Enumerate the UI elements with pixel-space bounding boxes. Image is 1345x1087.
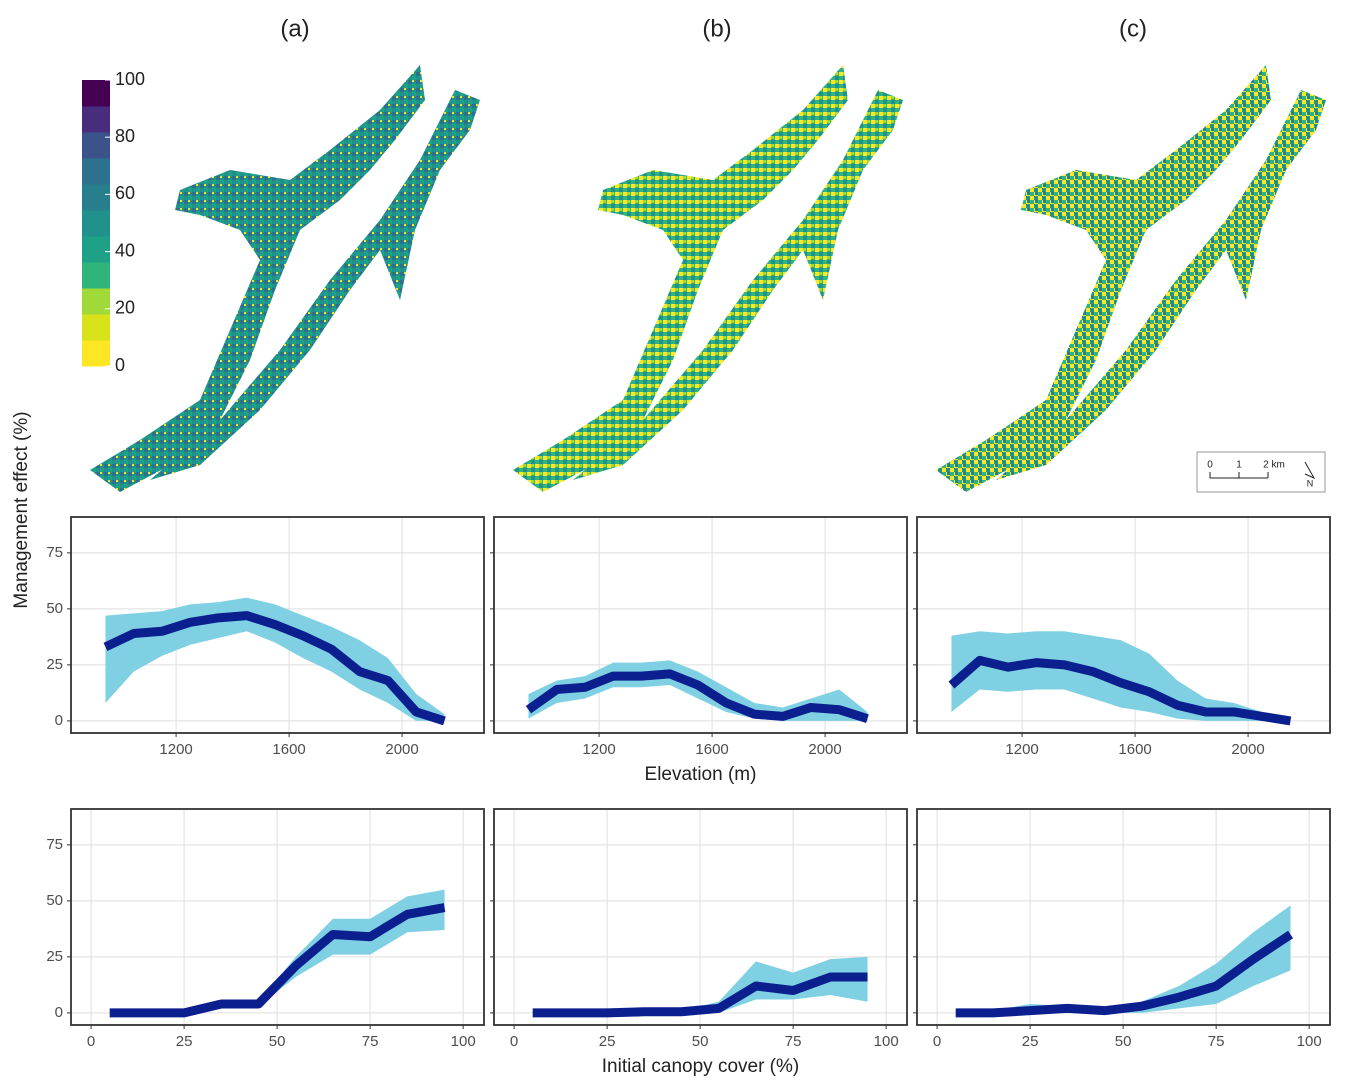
x-tick-label: 100 <box>874 1033 899 1050</box>
scale-bar: 0 1 2 km N <box>1196 451 1326 493</box>
scale-label: 1 <box>1236 460 1242 471</box>
panel-label: (a) <box>280 15 309 42</box>
y-tick-label: 0 <box>55 1004 63 1021</box>
x-tick-label: 75 <box>1208 1033 1225 1050</box>
colorbar-swatch <box>82 184 110 211</box>
trend-line <box>109 903 446 1018</box>
scale-label: 2 km <box>1263 460 1285 471</box>
colorbar-swatch <box>82 314 110 341</box>
trend-line <box>955 930 1294 1018</box>
x-tick-label: 25 <box>1022 1033 1039 1050</box>
map <box>936 65 1326 492</box>
x-tick-label: 1200 <box>1005 741 1038 758</box>
colorbar-swatch <box>82 158 110 185</box>
colorbar-tick-label: 0 <box>115 355 125 375</box>
confidence-band <box>532 956 868 1013</box>
y-tick-label: 50 <box>46 600 63 617</box>
confidence-band <box>951 631 1291 721</box>
x-axis-label: Initial canopy cover (%) <box>602 1056 799 1077</box>
confidence-band <box>105 597 445 721</box>
x-tick-label: 2000 <box>385 741 418 758</box>
x-tick-label: 50 <box>1115 1033 1132 1050</box>
map <box>90 65 480 492</box>
colorbar-swatch <box>82 210 110 237</box>
x-tick-label: 25 <box>176 1033 193 1050</box>
y-tick-label: 25 <box>46 948 63 965</box>
trend-line <box>525 669 869 723</box>
x-tick-label: 100 <box>1297 1033 1322 1050</box>
colorbar-tick-label: 100 <box>115 69 145 89</box>
plot-border <box>916 516 1331 734</box>
scale-label: 0 <box>1207 460 1213 471</box>
colorbar-tick-label: 40 <box>115 240 135 260</box>
x-tick-label: 50 <box>269 1033 286 1050</box>
colorbar-tick-label: 80 <box>115 126 135 146</box>
x-tick-label: 50 <box>692 1033 709 1050</box>
x-tick-label: 2000 <box>1231 741 1264 758</box>
colorbar-swatch <box>82 80 110 107</box>
y-tick-label: 0 <box>55 712 63 729</box>
trend-line <box>103 611 446 726</box>
confidence-band <box>109 889 445 1013</box>
y-tick-label: 75 <box>46 836 63 853</box>
x-tick-label: 1600 <box>1118 741 1151 758</box>
x-tick-label: 100 <box>451 1033 476 1050</box>
colorbar-tick-label: 60 <box>115 183 135 203</box>
y-tick-label: 75 <box>46 544 63 561</box>
plot-border <box>70 808 485 1026</box>
north-label: N <box>1307 478 1314 488</box>
plot-border <box>70 516 485 734</box>
plot-border <box>493 808 908 1026</box>
y-axis-label: Management effect (%) <box>11 411 32 608</box>
colorbar-swatch <box>82 106 110 133</box>
plot-border <box>493 516 908 734</box>
colorbar-swatch <box>82 288 110 315</box>
x-tick-label: 75 <box>362 1033 379 1050</box>
x-tick-label: 0 <box>510 1033 518 1050</box>
x-tick-label: 1600 <box>272 741 305 758</box>
x-tick-label: 1200 <box>582 741 615 758</box>
panel-label: (b) <box>702 15 731 42</box>
colorbar-swatch <box>82 132 110 159</box>
x-tick-label: 1600 <box>695 741 728 758</box>
x-tick-label: 25 <box>599 1033 616 1050</box>
trend-line <box>948 655 1292 726</box>
colorbar-tick-label: 20 <box>115 298 135 318</box>
x-tick-label: 1200 <box>159 741 192 758</box>
x-tick-label: 0 <box>87 1033 95 1050</box>
trend-line <box>532 972 868 1018</box>
y-tick-label: 25 <box>46 656 63 673</box>
colorbar-swatch <box>82 262 110 289</box>
x-tick-label: 75 <box>785 1033 802 1050</box>
panel-label: (c) <box>1119 15 1147 42</box>
x-tick-label: 0 <box>933 1033 941 1050</box>
colorbar-swatch <box>82 340 110 367</box>
colorbar-swatch <box>82 236 110 263</box>
plot-border <box>916 808 1331 1026</box>
x-tick-label: 2000 <box>808 741 841 758</box>
x-axis-label: Elevation (m) <box>645 764 757 785</box>
y-tick-label: 50 <box>46 892 63 909</box>
map <box>513 65 903 492</box>
